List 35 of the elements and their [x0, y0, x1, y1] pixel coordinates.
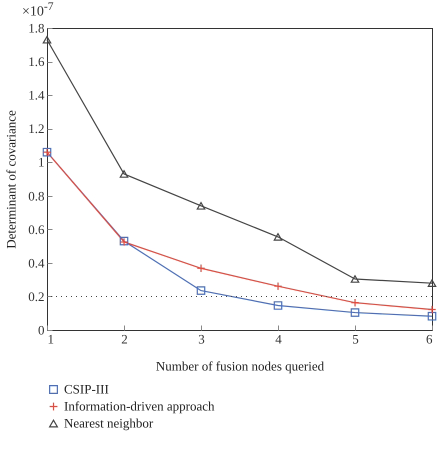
y-axis-title: Determinant of covariance	[3, 110, 18, 249]
point	[196, 202, 206, 210]
y-tick-label: 1.4	[28, 88, 45, 103]
y-tick-label: 0.2	[28, 288, 44, 304]
x-tick-label: 2	[121, 332, 128, 346]
text: ×10$^{-7}$	[22, 0, 54, 21]
y-tick-label: 1.8	[28, 20, 44, 36]
point	[428, 279, 436, 287]
y-tick-label: 1	[38, 154, 44, 170]
legend-label: Information-driven approach	[64, 398, 216, 414]
y-tick-label: 0.6	[28, 222, 45, 237]
x-tick-label: 6	[426, 332, 433, 346]
point	[350, 298, 360, 307]
y-tick-label: 1.2	[28, 121, 44, 136]
point	[428, 312, 436, 321]
point	[42, 36, 52, 44]
legend-label: CSIP-III	[64, 382, 109, 396]
point	[274, 233, 282, 241]
y-tick-label: 1.6	[28, 54, 45, 70]
point	[120, 170, 128, 178]
x-tick-label: 3	[198, 332, 205, 346]
point	[274, 301, 282, 310]
x-axis-title: Number of fusion nodes queried	[156, 358, 325, 374]
point	[274, 282, 282, 291]
point	[428, 305, 436, 314]
y-tick-label: 0.8	[28, 188, 44, 204]
y-tick-label: 0.4	[28, 255, 45, 270]
x-tick-label: 5	[352, 332, 359, 346]
point	[350, 308, 360, 317]
point	[196, 286, 206, 295]
legend-label: Nearest neighbor	[64, 416, 154, 430]
x-tick-label: 4	[275, 332, 282, 346]
point	[350, 275, 360, 283]
point	[196, 264, 206, 273]
y-tick-label: 0	[38, 322, 44, 338]
